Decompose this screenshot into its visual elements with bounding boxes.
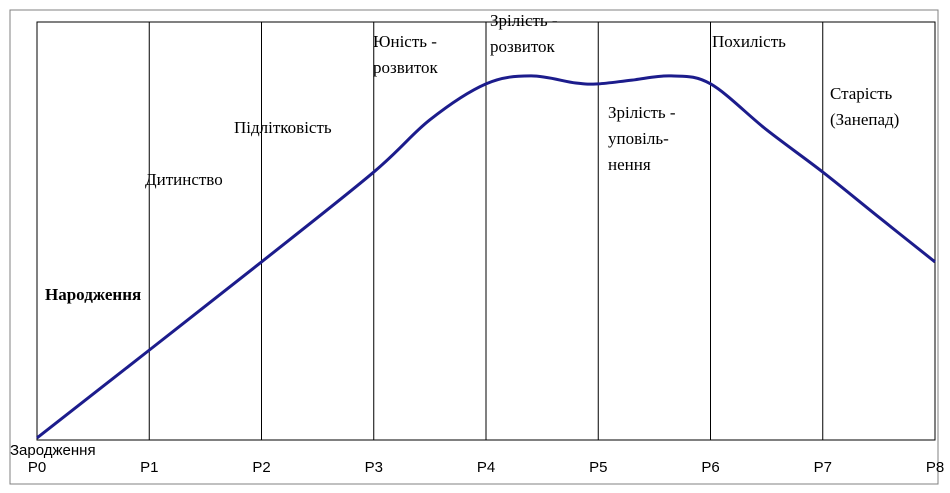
stage-label: уповіль- [608,129,669,148]
stage-label: Дитинство [145,170,223,189]
line [36,74,936,440]
x-tick-label: P1 [140,459,158,476]
stage-label: (Занепад) [830,110,899,129]
x-tick-label: P6 [701,459,719,476]
stage-label: нення [608,155,651,174]
x-tick-label: P0 [28,459,46,476]
stage-label: Народження [45,285,141,304]
stage-label: Старість [830,84,892,103]
x-tick-label: P7 [814,459,832,476]
stage-label: Підлітковість [234,118,332,137]
stage-label: розвиток [490,37,556,56]
x-tick-label: P5 [589,459,607,476]
stage-label: Похилість [712,32,786,51]
x-tick-label: P3 [365,459,383,476]
stage-label: розвиток [373,58,439,77]
x-tick-label: P8 [926,459,944,476]
stage-label: Зрілість - [608,103,676,122]
origin-label: Зародження [10,442,96,459]
x-tick-label: P4 [477,459,495,476]
x-tick-label: P2 [252,459,270,476]
stage-label: Юність - [373,32,437,51]
stage-label: Зрілість - [490,11,558,30]
